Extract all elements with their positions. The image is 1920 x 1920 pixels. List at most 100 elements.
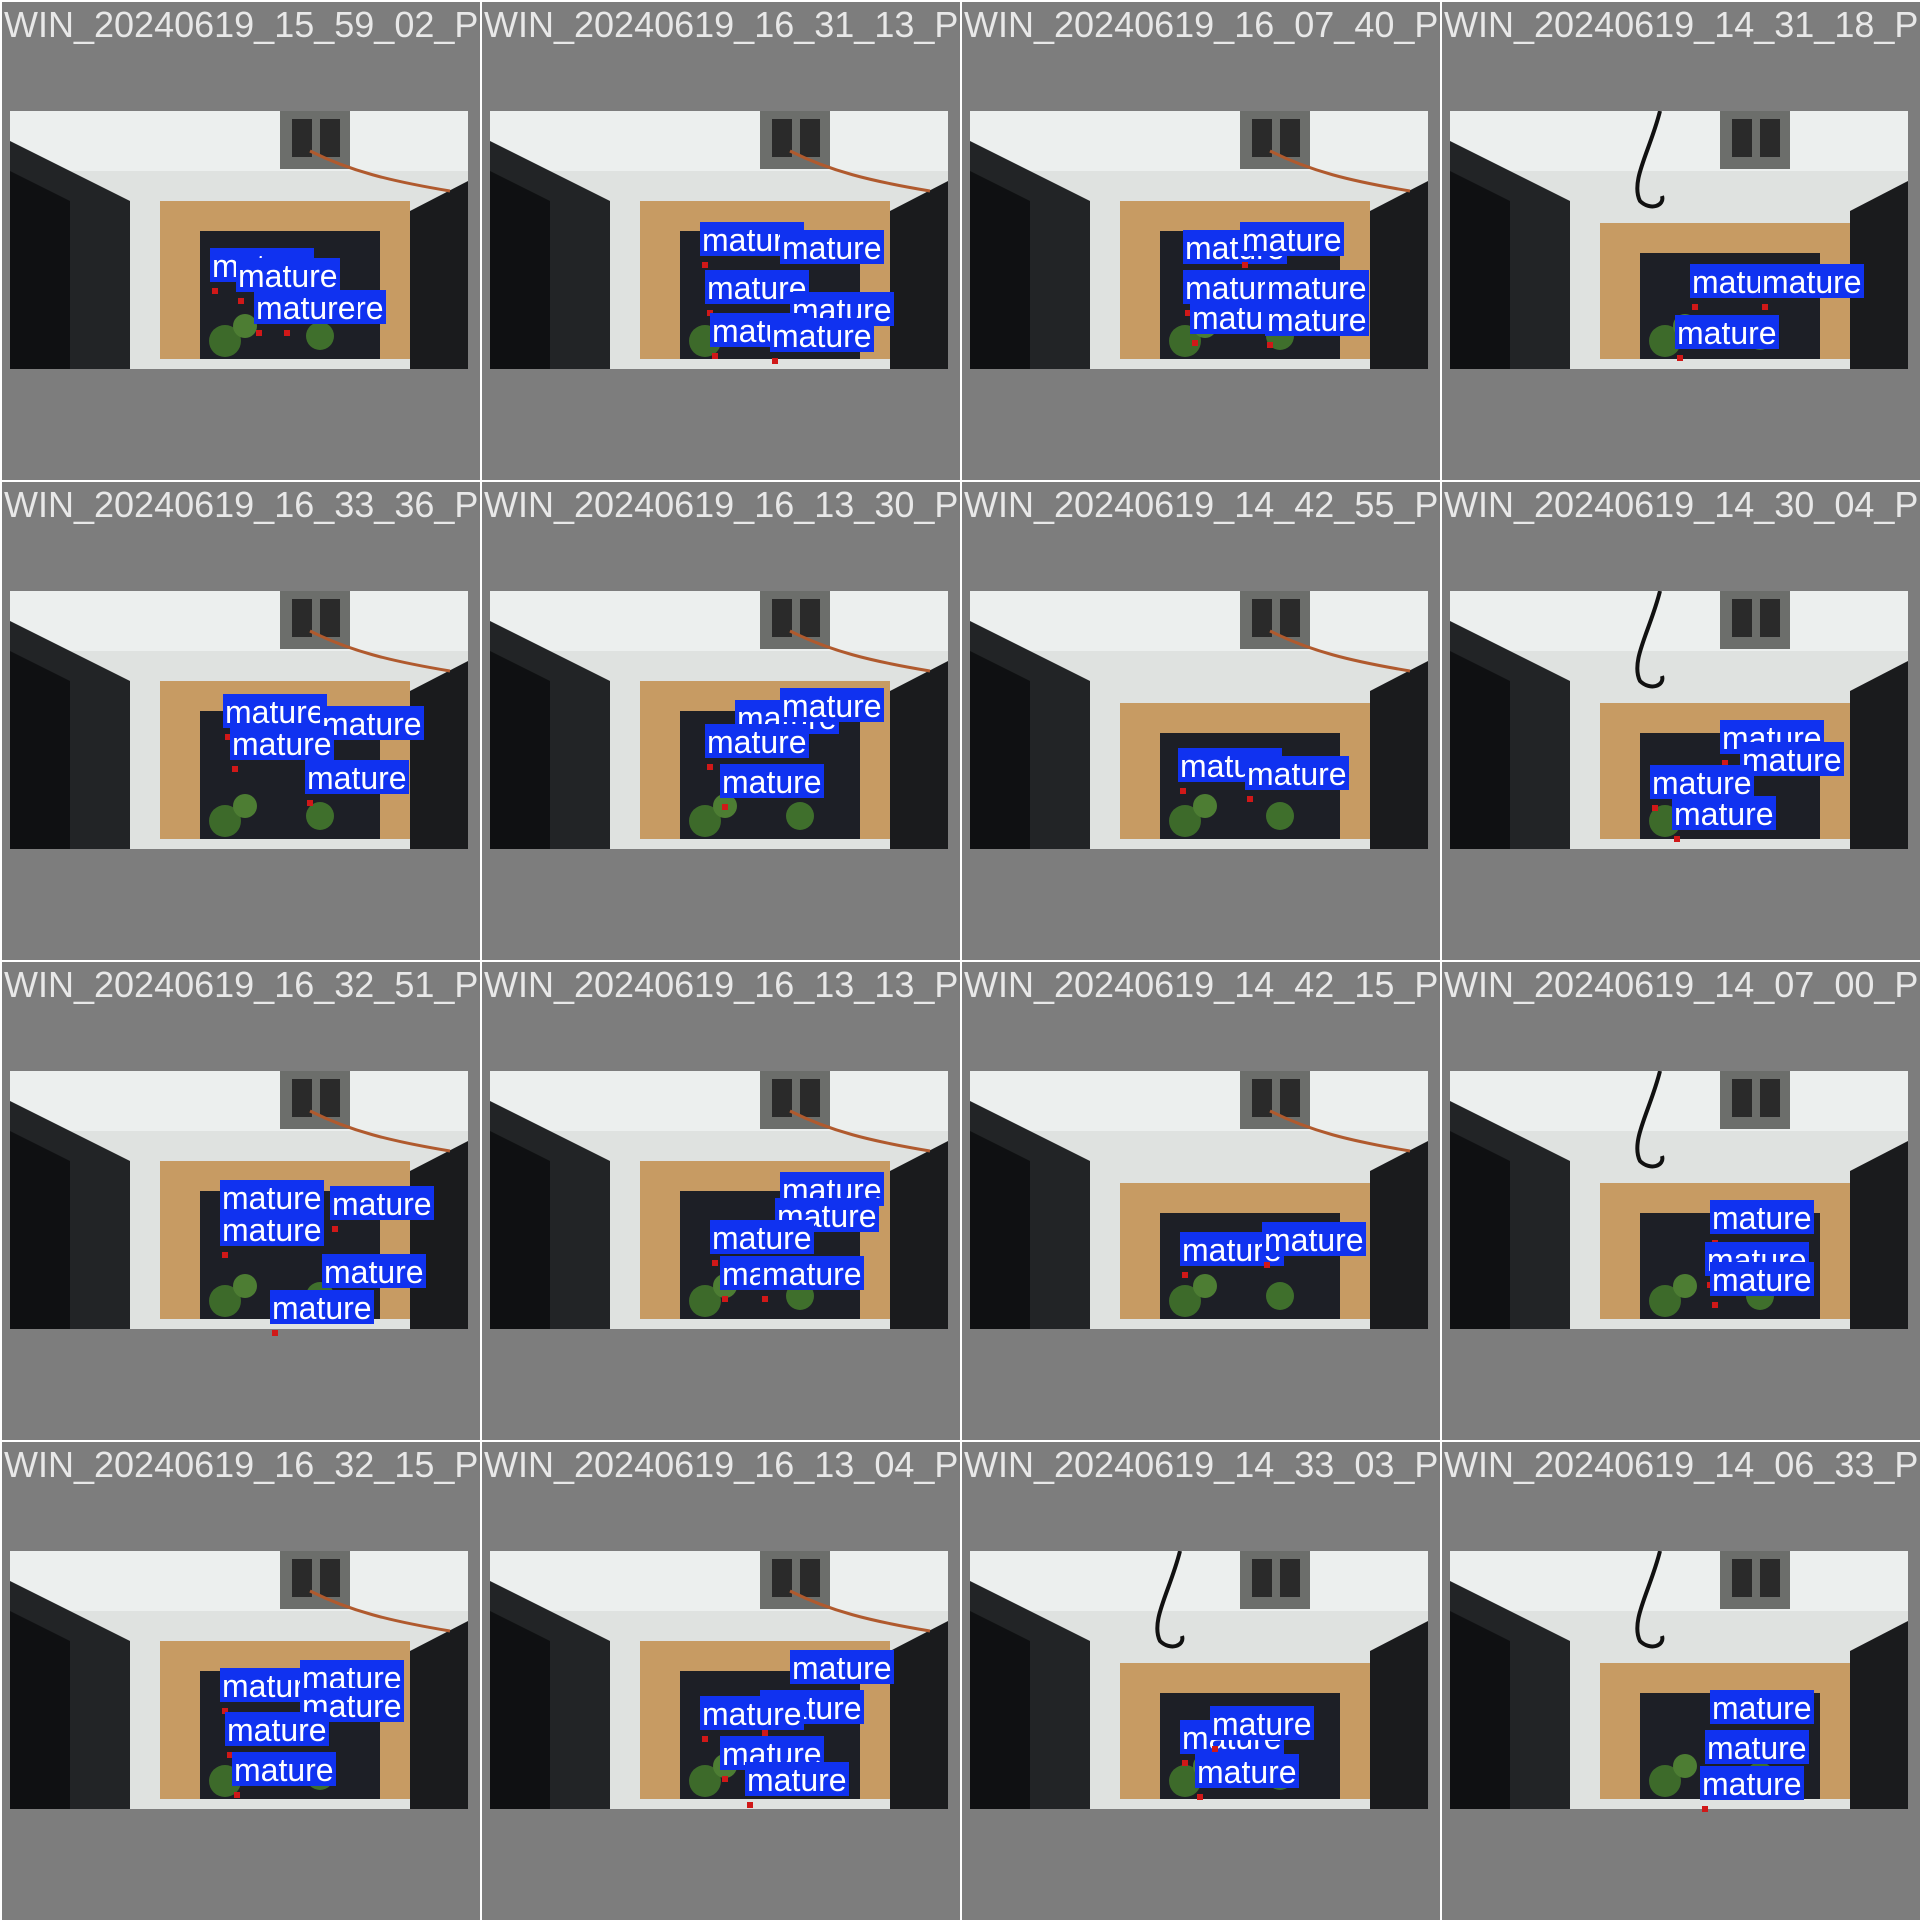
tile-photo [1450,1071,1908,1329]
detection-box: mature [700,1696,804,1742]
camera-scene [970,1071,1428,1329]
camera-scene [1450,1551,1908,1809]
detection-box: mature [220,1212,324,1258]
detection-box: mature [1710,1262,1814,1308]
tile-title: WIN_20240619_14_07_00_Pro [1444,964,1920,1005]
tile-photo [1450,591,1908,849]
detection-label: mature [790,1650,894,1696]
detection-box: mature [1710,1690,1814,1736]
detection-label: mature [760,1256,864,1302]
tile-photo [490,591,948,849]
tile-title: WIN_20240619_16_13_04_Pro [484,1444,960,1485]
tile-photo [970,1071,1428,1329]
detection-box: mature [1740,742,1844,788]
camera-scene [970,1551,1428,1809]
detection-box: mature [270,1290,374,1336]
tile-title: WIN_20240619_16_31_13_Pro [484,4,960,45]
detection-box: mature [1700,1766,1804,1812]
grid-tile: WIN_20240619_16_13_30_Pro mature mature mat… [480,480,960,960]
detection-box: mature [230,726,334,772]
detection-label: mature [1210,1706,1314,1752]
grid-tile: WIN_20240619_16_31_13_Pro mature mature mat… [480,0,960,480]
detection-box: mature [1195,1754,1299,1800]
tile-title: WIN_20240619_16_33_36_Pro [4,484,480,525]
grid-tile: WIN_20240619_14_06_33_Pro mature mature mat… [1440,1440,1920,1920]
tile-title: WIN_20240619_16_13_30_Pro [484,484,960,525]
detection-box: mature [780,688,884,734]
detection-box: mature [770,318,874,364]
detection-box: mature [223,694,327,740]
detection-box: mature [1210,1706,1314,1752]
detection-label: mature [305,760,409,806]
grid-tile: WIN_20240619_14_30_04_Pro mature mature mat… [1440,480,1920,960]
grid-tile: WIN_20240619_14_42_55_Pro mature mature [960,480,1440,960]
grid-tile: WIN_20240619_14_07_00_Pro mature mature mat… [1440,960,1920,1440]
detection-label: mature [225,1712,329,1758]
detection-box: mature [305,760,409,806]
detection-label: mature [322,1254,426,1300]
detection-label: mature [236,258,340,304]
tile-title: WIN_20240619_14_42_15_Pro [964,964,1440,1005]
detection-label: mature [720,764,824,810]
grid-tile: WIN_20240619_16_07_40_Pro mature mature mat… [960,0,1440,480]
detection-box: mature [760,1256,864,1302]
detection-box: mature [780,230,884,276]
detection-box: mature [1265,302,1369,348]
camera-scene [1450,591,1908,849]
detection-label: mature [710,1220,814,1266]
camera-scene [10,111,468,369]
detection-label: mature [223,694,327,740]
grid-tile: WIN_20240619_14_42_15_Pro mature mature [960,960,1440,1440]
detection-box: mature [1705,1730,1809,1776]
detection-label: mature [1262,1222,1366,1268]
tile-title: WIN_20240619_16_13_13_Pro [484,964,960,1005]
tile-photo [970,591,1428,849]
grid-tile: WIN_20240619_16_33_36_Pro mature mature mat… [0,480,480,960]
detection-label: mature [1760,264,1864,310]
camera-scene [490,111,948,369]
tile-title: WIN_20240619_14_31_18_Pro [1444,4,1920,45]
grid-tile: WIN_20240619_14_31_18_Pro mature mature mat… [1440,0,1920,480]
detection-box: mature [1675,315,1779,361]
detection-box: mature [1245,756,1349,802]
detection-box: mature [320,706,424,752]
tile-title: WIN_20240619_14_33_03_Pro [964,1444,1440,1485]
detection-label: mature [1245,756,1349,802]
grid-tile: WIN_20240619_15_59_02_Promaturematuremat… [0,0,480,480]
detection-label: mature [770,318,874,364]
detection-label: mature [780,230,884,276]
tile-title: WIN_20240619_16_07_40_Pro [964,4,1440,45]
detection-label: mature [745,1762,849,1808]
camera-scene [970,591,1428,849]
detection-box: mature [1240,222,1344,268]
detection-label: mature [270,1290,374,1336]
detection-label: mature [705,724,809,770]
detection-label: mature [220,1180,324,1226]
tile-title: WIN_20240619_16_32_15_Pro [4,1444,480,1485]
detection-label: mature [330,1186,434,1232]
camera-scene [490,1071,948,1329]
detection-box: mature [254,290,358,336]
detection-label: mature [1183,230,1287,276]
detection-label: mature [320,706,424,752]
detection-box: mature [790,1650,894,1696]
tile-photo [1450,1551,1908,1809]
detection-box: mature [1650,765,1754,811]
detection-label: mature [220,1212,324,1258]
detection-label: mature [1240,222,1344,268]
detection-box: mature [236,258,340,304]
grid-tile: WIN_20240619_16_13_13_Pro mature mature mat… [480,960,960,1440]
detection-box: mature [232,1752,336,1798]
detection-box: mature [705,724,809,770]
detection-box: mature [1760,264,1864,310]
grid-tile: WIN_20240619_14_33_03_Promaturematuremat… [960,1440,1440,1920]
detection-box: mature [1183,230,1287,276]
detection-box: mature [225,1712,329,1758]
tile-title: WIN_20240619_14_30_04_Pro [1444,484,1920,525]
grid-tile: WIN_20240619_16_13_04_Pro mature mature mat… [480,1440,960,1920]
detection-label: mature [232,1752,336,1798]
grid-tile: WIN_20240619_16_32_15_Pro mature mature mat… [0,1440,480,1920]
detection-box: mature [1262,1222,1366,1268]
tile-title: WIN_20240619_14_06_33_Pro [1444,1444,1920,1485]
